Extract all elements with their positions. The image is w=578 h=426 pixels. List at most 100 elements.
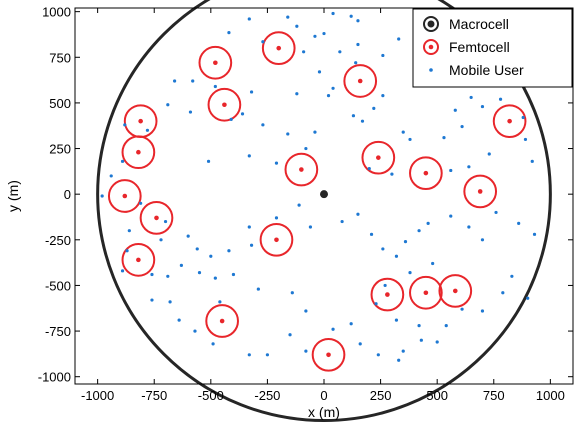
legend-macrocell-marker bbox=[423, 16, 439, 32]
mobile-user-point bbox=[173, 79, 177, 83]
mobile-user-point bbox=[159, 238, 163, 242]
mobile-user-point bbox=[188, 110, 193, 114]
mobile-user-point bbox=[349, 322, 353, 326]
femtocell-coverage-circle bbox=[205, 304, 239, 338]
mobile-user-point bbox=[213, 84, 217, 89]
mobile-user-point bbox=[480, 238, 485, 242]
mobile-user-point bbox=[193, 329, 197, 333]
femtocell-point bbox=[213, 60, 218, 66]
femtocell-coverage-circle bbox=[343, 64, 378, 98]
x-tick-label: -250 bbox=[254, 388, 280, 403]
femtocell-coverage-circle bbox=[198, 45, 233, 80]
mobile-user-point bbox=[442, 135, 446, 140]
mobile-user-point bbox=[381, 94, 385, 98]
mobile-user-point bbox=[460, 307, 464, 311]
femtocell-coverage-circle bbox=[409, 275, 443, 310]
femtocell-coverage-circle bbox=[121, 243, 156, 277]
legend-mobile-user-marker bbox=[429, 68, 433, 72]
mobile-user-point bbox=[290, 291, 294, 295]
mobile-user-point bbox=[195, 247, 199, 251]
mobile-user-point bbox=[381, 53, 385, 58]
mobile-user-point bbox=[227, 31, 231, 35]
mobile-user-point bbox=[302, 50, 306, 54]
mobile-user-point bbox=[166, 103, 170, 107]
mobile-user-point bbox=[517, 221, 521, 225]
mobile-user-point bbox=[186, 234, 190, 238]
mobile-user-point bbox=[304, 349, 308, 353]
mobile-user-point bbox=[532, 232, 537, 236]
y-tick-label: -500 bbox=[45, 278, 71, 293]
mobile-user-point bbox=[256, 287, 260, 291]
x-tick-label: -1000 bbox=[81, 388, 114, 403]
mobile-user-point bbox=[247, 17, 251, 21]
mobile-user-point bbox=[369, 232, 374, 236]
mobile-user-point bbox=[401, 130, 405, 134]
mobile-user-point bbox=[394, 254, 399, 258]
femtocell-coverage-circle bbox=[409, 156, 443, 191]
mobile-user-point bbox=[274, 216, 279, 220]
mobile-user-point bbox=[317, 70, 322, 74]
y-tick-label: -750 bbox=[45, 324, 71, 339]
femtocell-coverage-circle bbox=[259, 222, 294, 257]
mobile-user-point bbox=[247, 353, 251, 357]
legend-box bbox=[412, 8, 573, 88]
legend: Macrocell Femtocell Mobile User bbox=[412, 8, 573, 88]
x-tick-label: -500 bbox=[198, 388, 224, 403]
mobile-user-point bbox=[247, 154, 251, 158]
mobile-user-point bbox=[191, 79, 195, 83]
mobile-user-point bbox=[354, 61, 358, 65]
mobile-user-point bbox=[338, 50, 342, 54]
mobile-user-point bbox=[374, 302, 378, 306]
mobile-user-point bbox=[480, 104, 485, 109]
femtocell-coverage-circle bbox=[261, 31, 296, 66]
femtocell-point bbox=[423, 170, 429, 176]
mobile-user-point bbox=[526, 296, 530, 300]
axes: -1000 -750 -500 -250 0 250 500 750 1000 -1000 -750… bbox=[38, 5, 574, 403]
x-tick-label: 0 bbox=[320, 388, 327, 403]
mobile-user-point bbox=[372, 106, 376, 110]
mobile-user-point bbox=[417, 229, 421, 233]
mobile-user-point bbox=[358, 342, 362, 346]
femtocell-point bbox=[136, 257, 141, 263]
legend-entry-label: Mobile User bbox=[449, 62, 524, 78]
mobile-user-point bbox=[449, 168, 453, 173]
femtocell-point bbox=[357, 78, 363, 84]
femtocell-coverage-circle bbox=[463, 174, 498, 209]
y-tick-label: -250 bbox=[45, 233, 71, 248]
mobile-user-point bbox=[417, 323, 421, 328]
y-tick-label: 750 bbox=[49, 50, 71, 65]
mobile-user-point bbox=[127, 229, 131, 233]
mobile-user-point bbox=[295, 24, 299, 28]
mobile-user-point bbox=[360, 119, 365, 123]
mobile-user-point bbox=[163, 219, 168, 224]
femtocell-coverage-circle bbox=[438, 274, 473, 308]
mobile-user-point bbox=[265, 353, 270, 357]
mobile-user-point bbox=[453, 108, 457, 112]
mobile-user-point bbox=[467, 225, 471, 229]
mobile-user-point bbox=[498, 97, 503, 101]
mobile-user-point bbox=[351, 114, 356, 118]
mobile-user-point bbox=[356, 212, 360, 216]
femtocell-coverage-circle bbox=[361, 140, 396, 175]
x-tick-label: 1000 bbox=[536, 388, 565, 403]
mobile-user-point bbox=[340, 219, 344, 224]
mobile-user-point bbox=[249, 243, 254, 247]
mobile-user-point bbox=[168, 300, 172, 304]
mobile-user-point bbox=[322, 31, 326, 36]
y-axis-label: y (m) bbox=[5, 180, 21, 212]
femtocell-coverage-circle bbox=[492, 104, 527, 139]
mobile-user-point bbox=[177, 318, 181, 322]
femtocell-coverage-circle bbox=[207, 87, 242, 122]
mobile-user-point bbox=[349, 14, 353, 18]
mobile-user-point bbox=[331, 86, 335, 90]
mobile-user-point bbox=[304, 146, 308, 151]
mobile-user-point bbox=[501, 291, 505, 295]
femtocell-point bbox=[423, 290, 429, 296]
legend-femtocell-marker bbox=[423, 39, 439, 55]
mobile-user-point bbox=[449, 214, 453, 218]
femtocell-point bbox=[452, 288, 458, 294]
mobile-user-point bbox=[383, 283, 387, 288]
y-tick-label: -1000 bbox=[38, 370, 71, 385]
x-tick-label: -750 bbox=[141, 388, 167, 403]
